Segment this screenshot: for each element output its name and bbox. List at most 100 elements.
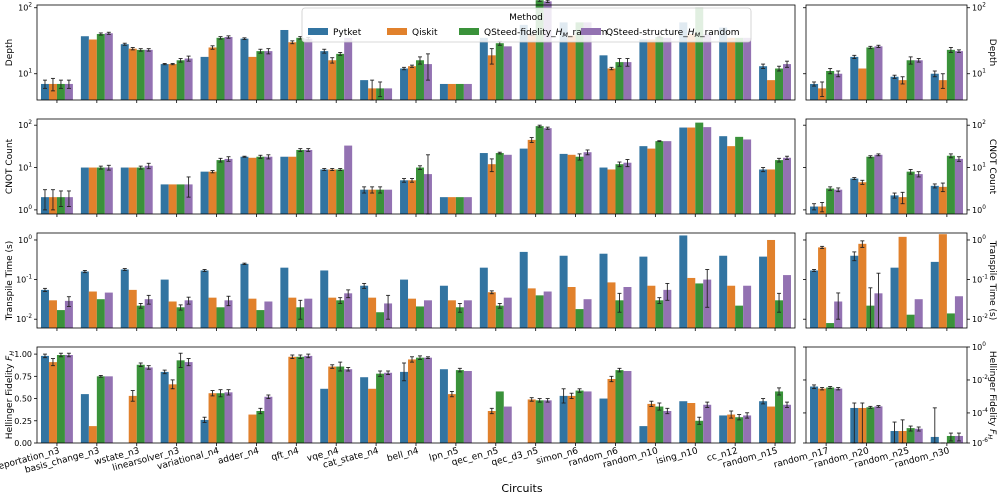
bar-right-random_n20-s0 — [850, 178, 859, 214]
bar-left-qft_n4-s3 — [304, 38, 313, 100]
bar-left-linearsolver_n3-s0 — [160, 64, 169, 100]
bar-left-basis_change_n3-s1 — [88, 167, 97, 214]
bar-right-random_n20-s0 — [850, 56, 859, 100]
bar-right-random_n30-s3 — [954, 158, 963, 214]
bar-left-adder_n4-s1 — [248, 298, 257, 328]
bar-left-lpn_n5-s3 — [463, 300, 472, 328]
axes-frame — [36, 4, 796, 101]
bar-left-ising_n10-s2 — [695, 283, 704, 328]
bar-left-random_n6-s2 — [615, 164, 624, 214]
bar-left-teleportation_n3-s3 — [64, 355, 73, 443]
bar-left-basis_change_n3-s1 — [88, 426, 97, 443]
bar-left-simon_n6-s1 — [567, 287, 576, 328]
bar-left-vqe_n4-s3 — [344, 293, 353, 328]
bar-left-random_n15-s1 — [767, 80, 776, 100]
y-tick-label: 101 — [18, 69, 32, 79]
bar-left-variational_n4-s3 — [224, 37, 233, 100]
bar-left-bell_n4-s2 — [416, 60, 424, 100]
bar-left-variational_n4-s2 — [216, 393, 225, 443]
bar-right-random_n17-s3 — [834, 189, 843, 214]
bar-left-variational_n4-s1 — [208, 171, 217, 214]
bar-left-qec_en_n5-s1 — [487, 55, 496, 100]
bar-left-lpn_n5-s1 — [447, 300, 456, 328]
bar-left-linearsolver_n3-s1 — [168, 64, 177, 100]
bar-left-ising_n10-s2 — [695, 122, 704, 214]
bar-left-simon_n6-s3 — [583, 22, 592, 101]
bar-left-ising_n10-s0 — [679, 22, 688, 101]
bar-left-cc_n12-s2 — [735, 417, 744, 443]
bar-right-random_n25-s0 — [890, 195, 899, 214]
bar-left-vqe_n4-s1 — [328, 60, 337, 100]
bar-left-qec_d3_n5-s2 — [535, 0, 544, 101]
bar-left-random_n10-s2 — [655, 37, 664, 100]
bar-left-qec_d3_n5-s0 — [519, 148, 528, 214]
bar-left-vqe_n4-s0 — [320, 388, 329, 443]
bar-left-qec_d3_n5-s2 — [535, 126, 544, 214]
axes-frame — [36, 232, 796, 329]
bar-left-random_n10-s2 — [655, 406, 664, 443]
bar-left-qec_en_n5-s3 — [503, 154, 512, 214]
bar-left-random_n10-s1 — [647, 285, 656, 328]
bar-left-simon_n6-s2 — [575, 22, 584, 101]
bar-left-random_n15-s2 — [775, 68, 784, 100]
bar-left-lpn_n5-s1 — [447, 83, 456, 100]
bar-left-variational_n4-s1 — [208, 47, 217, 100]
bar-left-lpn_n5-s3 — [463, 371, 472, 443]
bar-left-wstate_n3-s2 — [136, 364, 145, 443]
bar-left-simon_n6-s3 — [583, 152, 592, 214]
y-tick-label-right: 10-2 — [972, 314, 988, 324]
bar-left-qec_en_n5-s2 — [495, 43, 504, 100]
bar-left-variational_n4-s0 — [200, 171, 209, 214]
bar-left-qec_en_n5-s3 — [503, 297, 512, 328]
bar-left-basis_change_n3-s2 — [96, 376, 105, 443]
bar-left-cc_n12-s1 — [727, 285, 736, 328]
legend-swatch-2 — [459, 28, 479, 35]
bar-left-random_n6-s2 — [615, 300, 624, 328]
bar-left-random_n15-s0 — [759, 256, 768, 328]
bar-left-linearsolver_n3-s1 — [168, 384, 177, 443]
bar-left-adder_n4-s1 — [248, 56, 257, 100]
bar-left-qec_d3_n5-s1 — [527, 399, 536, 443]
bar-left-cc_n12-s3 — [743, 415, 752, 443]
bar-left-cc_n12-s0 — [719, 415, 728, 443]
bar-left-random_n10-s2 — [655, 300, 664, 328]
bar-left-qft_n4-s2 — [296, 356, 305, 443]
bar-left-variational_n4-s2 — [216, 307, 225, 328]
bar-left-lpn_n5-s0 — [439, 285, 448, 328]
bar-right-random_n25-s1 — [898, 236, 907, 328]
bar-left-qec_en_n5-s0 — [479, 267, 488, 328]
bar-left-qec_en_n5-s3 — [503, 406, 512, 443]
x-tick-label-adder_n4: adder_n4 — [217, 446, 261, 467]
bar-left-qft_n4-s3 — [304, 149, 313, 214]
bar-left-teleportation_n3-s1 — [48, 362, 57, 443]
bar-left-qec_en_n5-s2 — [495, 153, 504, 214]
bar-left-random_n10-s0 — [639, 426, 648, 443]
y-tick-label: 100 — [18, 235, 32, 245]
bar-left-vqe_n4-s0 — [320, 270, 329, 328]
bar-left-qft_n4-s1 — [288, 356, 297, 443]
bar-left-adder_n4-s2 — [256, 156, 265, 214]
bar-left-bell_n4-s0 — [400, 279, 409, 328]
y-tick-label-right: 10-4 — [972, 408, 988, 418]
bar-left-wstate_n3-s1 — [128, 395, 137, 443]
bar-left-random_n6-s0 — [599, 55, 608, 100]
bar-left-vqe_n4-s2 — [336, 53, 345, 100]
bar-left-basis_change_n3-s3 — [104, 292, 113, 328]
bar-left-cc_n12-s0 — [719, 27, 728, 100]
bar-right-random_n30-s0 — [930, 261, 939, 328]
bar-left-ising_n10-s0 — [679, 401, 688, 443]
bar-left-random_n15-s3 — [783, 157, 792, 214]
bar-left-teleportation_n3-s1 — [48, 83, 57, 100]
bar-left-bell_n4-s2 — [416, 357, 424, 443]
bar-left-qft_n4-s1 — [288, 156, 297, 214]
bar-left-ising_n10-s1 — [687, 403, 696, 443]
bar-left-teleportation_n3-s0 — [40, 289, 49, 328]
bar-left-ising_n10-s1 — [687, 277, 696, 328]
bar-right-random_n30-s1 — [938, 80, 947, 100]
bar-left-random_n10-s1 — [647, 403, 656, 443]
bar-left-qft_n4-s0 — [280, 156, 289, 214]
bar-left-wstate_n3-s2 — [136, 305, 145, 328]
bar-left-basis_change_n3-s3 — [104, 167, 113, 214]
bar-left-bell_n4-s1 — [408, 180, 416, 214]
